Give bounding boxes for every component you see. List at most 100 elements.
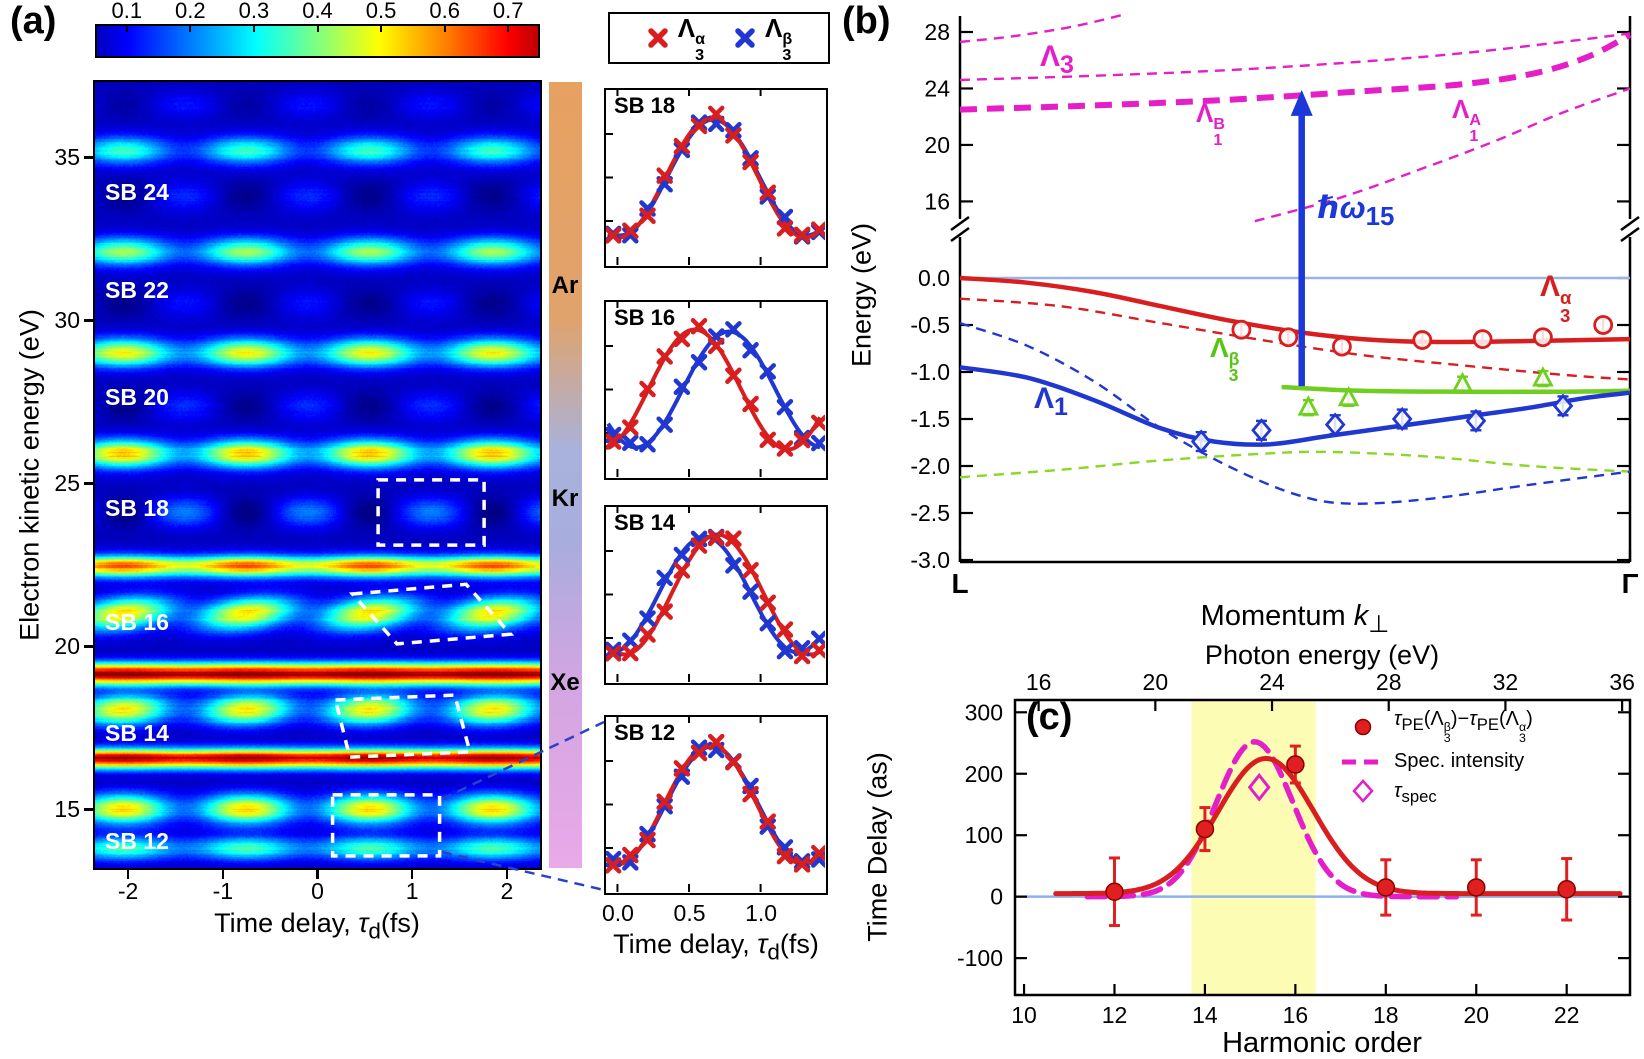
b-axis-break <box>1620 226 1640 243</box>
a-xtick <box>410 870 414 879</box>
c-legend: τPE(Λ β 3)−τPE(Λ α 3) Spec. intensity τspec <box>1340 708 1533 809</box>
colorbar-tick-label: 0.1 <box>111 0 143 23</box>
c-legend-label-1: Spec. intensity <box>1394 750 1525 773</box>
sb16-plot <box>604 302 828 477</box>
sb-marker-red <box>656 348 673 365</box>
a-xtick <box>316 870 319 879</box>
colorbar-tick-label: 0.2 <box>175 0 206 23</box>
sb-marker-red <box>725 367 742 384</box>
colorbar-tick <box>507 24 510 32</box>
a-ytick-label: 30 <box>54 307 80 334</box>
b-ytick-label: 0.0 <box>918 265 950 291</box>
sb-marker-red <box>811 642 828 659</box>
sb-marker-blue <box>622 632 639 649</box>
b-label-5: Λ1 <box>1034 382 1068 421</box>
sb-marker-red <box>742 561 759 579</box>
sb-marker-red <box>725 753 742 771</box>
a-xtick-label: -2 <box>117 878 139 904</box>
sb-marker-red <box>742 395 759 413</box>
sb-marker-red <box>707 733 725 751</box>
a-ytick <box>84 808 93 811</box>
b-marker-circle <box>1412 330 1433 350</box>
sb-marker-red <box>776 621 794 638</box>
sb-marker-red <box>639 626 656 643</box>
open-diamond-glyph <box>1352 779 1374 804</box>
sb-marker-red <box>622 846 639 864</box>
sb-marker-blue <box>622 227 639 244</box>
colorbar-tick <box>125 24 128 32</box>
red-cross-marker-icon <box>648 28 668 48</box>
c-xtick-label: 18 <box>1373 1002 1399 1028</box>
c-xtick-label: 10 <box>1011 1002 1037 1028</box>
a-y-axis-label: Electron kinetic energy (eV) <box>14 309 45 641</box>
colorbar-tick <box>316 24 319 32</box>
gas-label-kr: Kr <box>551 484 579 512</box>
gas-label-ar: Ar <box>551 272 579 300</box>
sb-marker-red <box>811 844 828 862</box>
sb-marker-blue <box>725 321 742 338</box>
c-xtick-label: 20 <box>1463 1002 1489 1028</box>
sb12-panel: SB 12 <box>604 715 828 895</box>
gas-gradient-bar <box>549 82 582 868</box>
c-legend-row-1: Spec. intensity <box>1340 750 1533 773</box>
a-xtick-label: 0 <box>311 878 324 904</box>
sideband-label-sb24: SB 24 <box>105 178 169 205</box>
sb-marker-blue <box>776 398 794 416</box>
sb-marker-blue <box>725 557 742 574</box>
c-legend-label-2: τspec <box>1394 779 1437 806</box>
a-ytick-label: 20 <box>54 633 80 660</box>
roi-outline-2 <box>333 693 473 759</box>
sideband-label-sb18: SB 18 <box>105 495 169 522</box>
sb-marker-red <box>742 153 759 171</box>
b-marker-triangle <box>1337 385 1360 407</box>
sb-marker-blue <box>639 610 656 627</box>
a-ytick-label: 15 <box>54 796 80 823</box>
c-top-tick-label: 16 <box>1026 669 1052 695</box>
b-xtick-L: L <box>951 568 969 599</box>
b-marker-diamond <box>1391 406 1413 432</box>
a-ytick-label: 35 <box>54 144 80 170</box>
c-y-axis-label: Time Delay (as) <box>862 752 893 942</box>
c-legend-row-2: τspec <box>1340 778 1533 804</box>
sb-marker-red <box>673 137 691 155</box>
sb-marker-red <box>673 760 691 777</box>
sb-marker-red <box>690 318 708 335</box>
c-data-point <box>1467 878 1486 897</box>
sb-marker-red <box>759 594 776 611</box>
c-xtick-label: 22 <box>1554 1002 1580 1028</box>
b-curve-lambda1A-dashed <box>1254 87 1631 223</box>
colorbar-tick-label: 0.4 <box>302 0 333 23</box>
b-marker-circle <box>1278 327 1299 348</box>
c-xtick-label: 14 <box>1192 1002 1218 1028</box>
sb-marker-red <box>793 226 811 244</box>
a-ytick <box>84 645 93 648</box>
sb12-plot <box>604 717 828 892</box>
sb-marker-red <box>690 744 708 762</box>
sb-marker-blue <box>811 434 828 452</box>
c-data-point <box>1105 882 1124 901</box>
c-data-point <box>1286 755 1305 774</box>
sb-marker-blue <box>776 642 794 660</box>
sb-marker-red <box>811 221 828 238</box>
b-curve-lambda3-dashed-b <box>959 32 1631 82</box>
sb-marker-red <box>707 337 725 355</box>
b-ytick-label: -1.0 <box>910 359 950 385</box>
sideband-label-sb12: SB 12 <box>105 827 169 854</box>
sb-marker-red <box>622 222 639 239</box>
sb-marker-red <box>622 644 639 662</box>
sb-marker-blue <box>673 141 691 159</box>
sb-marker-red <box>673 330 691 348</box>
sb-marker-red <box>776 847 794 865</box>
a-xtick-label: 2 <box>500 878 514 904</box>
b-curve-green-dashed <box>959 450 1631 479</box>
b-ytick-label: 20 <box>924 132 950 158</box>
sb18-title: SB 18 <box>614 93 676 118</box>
c-top-tick-label: 36 <box>1609 669 1635 695</box>
b-curve-lambda3-dashed-a <box>959 12 1128 44</box>
sb14-panel: SB 14 <box>604 505 828 685</box>
magenta-dash-icon <box>1340 754 1386 770</box>
